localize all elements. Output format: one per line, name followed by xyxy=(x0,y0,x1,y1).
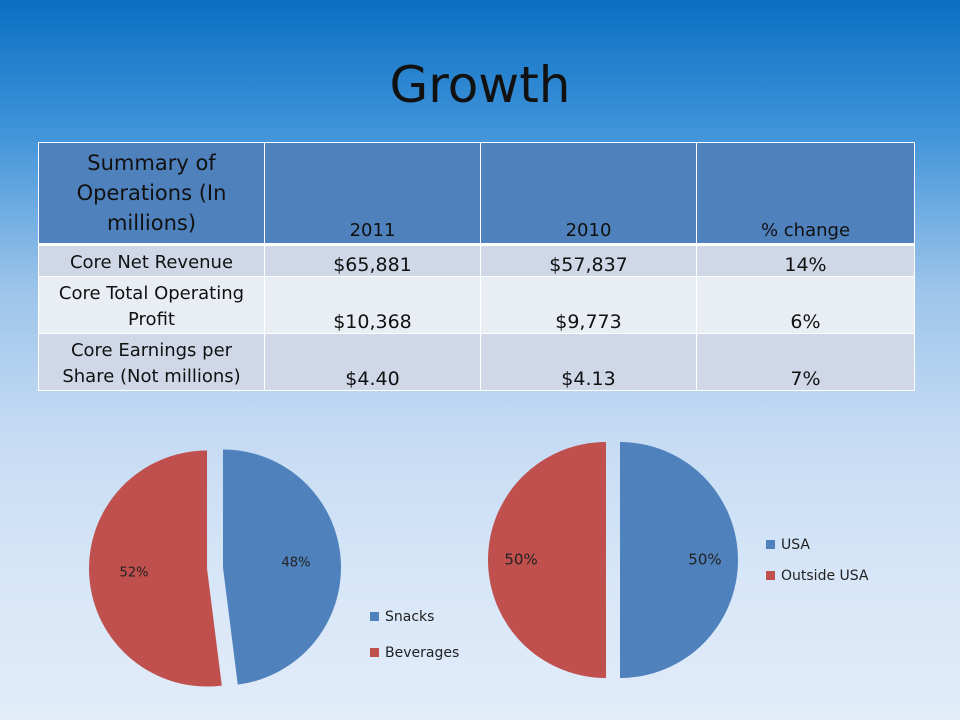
legend-swatch xyxy=(766,540,775,549)
legend-swatch xyxy=(370,648,379,657)
pie-data-label: 50% xyxy=(504,551,537,569)
pie-data-label: 50% xyxy=(688,551,721,569)
table-cell: $10,368 xyxy=(264,276,481,334)
summary-table: Summary of Operations (In millions) 2011… xyxy=(38,142,915,391)
table-cell: Core Net Revenue xyxy=(38,244,265,277)
pie-slice-beverages xyxy=(89,450,222,687)
table-header-row: Summary of Operations (In millions) 2011… xyxy=(38,142,915,245)
table-cell: Core Earnings per Share (Not millions) xyxy=(38,333,265,391)
pie-slice-snacks xyxy=(222,449,341,685)
slide-title: Growth xyxy=(389,56,571,114)
pie-slice-usa xyxy=(620,442,738,678)
legend-label: Beverages xyxy=(385,645,459,661)
table-cell: $65,881 xyxy=(264,244,481,277)
legend-label: USA xyxy=(781,537,810,553)
pie-data-label: 52% xyxy=(120,566,149,581)
chart-legend: Snacks Beverages xyxy=(370,609,459,661)
table-header-cell: Summary of Operations (In millions) xyxy=(38,142,265,245)
pie-slice-outside-usa xyxy=(488,442,606,678)
table-cell: $4.40 xyxy=(264,333,481,391)
table-cell: 7% xyxy=(696,333,915,391)
table-row: Core Net Revenue $65,881 $57,837 14% xyxy=(38,244,915,277)
table-header-cell: 2010 xyxy=(480,142,697,245)
table-row: Core Total Operating Profit $10,368 $9,7… xyxy=(38,276,915,334)
table-cell: 6% xyxy=(696,276,915,334)
pie-data-label: 48% xyxy=(282,555,311,570)
table-cell: $9,773 xyxy=(480,276,697,334)
legend-swatch xyxy=(766,571,775,580)
table-row: Core Earnings per Share (Not millions) $… xyxy=(38,333,915,391)
table-header-cell: 2011 xyxy=(264,142,481,245)
table-cell: 14% xyxy=(696,244,915,277)
chart-legend: USA Outside USA xyxy=(766,537,869,584)
legend-swatch xyxy=(370,612,379,621)
legend-label: Outside USA xyxy=(781,568,869,584)
table-cell: $57,837 xyxy=(480,244,697,277)
table-cell: $4.13 xyxy=(480,333,697,391)
legend-label: Snacks xyxy=(385,609,434,625)
table-header-cell: % change xyxy=(696,142,915,245)
table-cell: Core Total Operating Profit xyxy=(38,276,265,334)
